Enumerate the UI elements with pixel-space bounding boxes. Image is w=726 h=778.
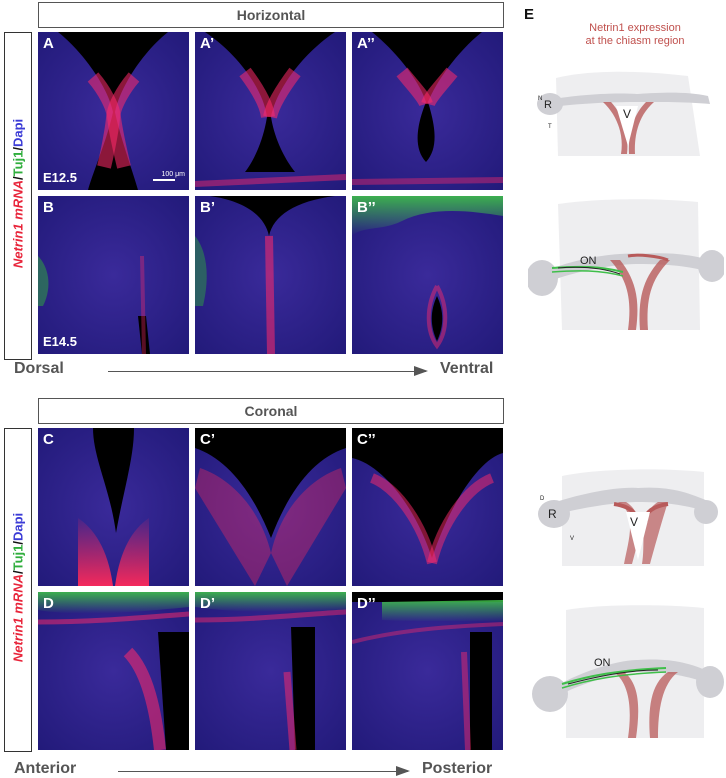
schematic-title: Netrin1 expression at the chiasm region (565, 22, 705, 48)
panel-label-d: D (43, 595, 54, 612)
panel-label-d1: D’ (200, 595, 215, 612)
panel-label-d2: D’’ (357, 595, 376, 612)
panel-label-b1: B’ (200, 199, 215, 216)
panel-label-a: A (43, 35, 54, 52)
schem3-vent: V (570, 536, 574, 542)
schematic-3: R V D V (528, 452, 724, 572)
axis-bottom-right: Posterior (422, 760, 493, 777)
schematic-1: R V N T (528, 56, 724, 166)
panel-label-a1: A’ (200, 35, 215, 52)
bottom-side-label: Netrin1 mRNA/Tuj1/Dapi (10, 512, 26, 663)
panel-label-a2: A’’ (357, 35, 375, 52)
panel-d1: D’ (195, 592, 346, 750)
schem1-t: T (548, 124, 552, 130)
schem2-on: ON (580, 255, 597, 267)
schem4-on: ON (594, 657, 611, 669)
bottom-side-label-box: Netrin1 mRNA/Tuj1/Dapi (4, 428, 32, 752)
axis-top-arrow (108, 366, 428, 376)
panel-d: D (38, 592, 189, 750)
axis-bottom-arrow (118, 766, 410, 776)
schem3-v: V (630, 515, 638, 529)
top-side-label-box: Netrin1 mRNA/Tuj1/Dapi (4, 32, 32, 360)
panel-label-b: B (43, 199, 54, 216)
axis-top-right: Ventral (440, 360, 494, 377)
panel-label-c2: C’’ (357, 431, 376, 448)
panel-b1: B’ (195, 196, 346, 354)
schematic-2: ON (528, 190, 724, 340)
panel-label-c1: C’ (200, 431, 215, 448)
coronal-header: Coronal (38, 398, 504, 424)
schem1-r: R (544, 99, 552, 111)
schem1-v: V (623, 107, 631, 121)
axis-top-left: Dorsal (14, 360, 64, 377)
schematic-title-line2: at the chiasm region (585, 35, 685, 47)
horizontal-header: Horizontal (38, 2, 504, 28)
schem3-d: D (540, 496, 545, 502)
panel-label-c: C (43, 431, 54, 448)
panel-label-b2: B’’ (357, 199, 376, 216)
schematic-title-line1: Netrin1 expression (589, 22, 681, 34)
axis-bottom-left: Anterior (14, 760, 77, 777)
panel-a: A E12.5 100 μm (38, 32, 189, 190)
panel-label-e: E (524, 6, 535, 23)
top-side-label: Netrin1 mRNA/Tuj1/Dapi (10, 118, 26, 269)
schematic-4: ON (528, 600, 724, 750)
panel-a1: A’ (195, 32, 346, 190)
scale-bar (153, 179, 175, 181)
panel-c1: C’ (195, 428, 346, 586)
panel-b: B E14.5 (38, 196, 189, 354)
panel-b2: B’’ (352, 196, 503, 354)
schem3-r: R (548, 507, 557, 521)
stage-label-e12: E12.5 (43, 170, 77, 185)
panel-a2: A’’ (352, 32, 503, 190)
panel-c: C (38, 428, 189, 586)
panel-d2: D’’ (352, 592, 503, 750)
stage-label-e14: E14.5 (43, 334, 77, 349)
schem1-n: N (538, 96, 542, 102)
scale-bar-label: 100 μm (161, 171, 186, 178)
panel-c2: C’’ (352, 428, 503, 586)
